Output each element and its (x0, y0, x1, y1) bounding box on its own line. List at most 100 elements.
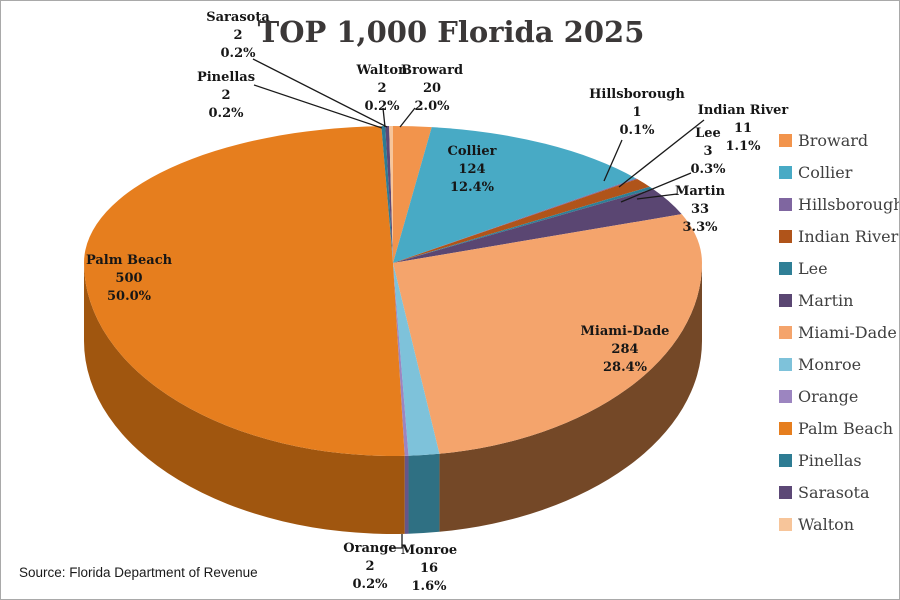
legend-label: Pinellas (798, 451, 862, 470)
leader-line-lee (620, 172, 692, 203)
label-name: Monroe (400, 543, 458, 558)
legend-label: Orange (798, 387, 859, 406)
legend-item-pinellas: Pinellas (779, 451, 899, 470)
legend-item-indian-river: Indian River (779, 227, 899, 246)
leader-line-hillsborough (603, 139, 623, 182)
leader-line-broward (399, 107, 416, 128)
pie-slice-monroe (393, 263, 440, 456)
pie-slice-lee (393, 186, 653, 263)
legend-label: Palm Beach (798, 419, 893, 438)
label-value: 11 (733, 121, 753, 136)
chart-title: TOP 1,000 Florida 2025 (257, 15, 645, 49)
slice-label-sarasota: Sarasota 2 0.2% (206, 9, 270, 63)
label-pct: 0.2% (352, 577, 388, 592)
pie-slice-side-orange (404, 455, 409, 534)
legend-item-miami-dade: Miami-Dade (779, 323, 899, 342)
pie-slice-indian-river (393, 179, 650, 263)
pie-slice-palm-beach (84, 126, 405, 456)
legend-item-orange: Orange (779, 387, 899, 406)
slice-label-monroe: Monroe 16 1.6% (401, 542, 457, 596)
label-name: Miami-Dade (580, 324, 670, 339)
label-name: Walton (356, 63, 408, 78)
legend-item-lee: Lee (779, 259, 899, 278)
leader-line-indian-river (618, 119, 705, 188)
slice-label-indian-river: Indian River 11 1.1% (698, 102, 788, 156)
label-name: Indian River (697, 103, 789, 118)
legend-label: Sarasota (798, 483, 870, 502)
legend-swatch (779, 486, 792, 499)
legend-item-broward: Broward (779, 131, 899, 150)
leader-line-walton (382, 107, 386, 128)
leader-line-martin (636, 193, 678, 200)
legend-swatch (779, 294, 792, 307)
label-value: 2 (221, 88, 231, 103)
legend-swatch (779, 166, 792, 179)
slice-label-miami-dade: Miami-Dade 284 28.4% (581, 323, 670, 377)
source-note: Source: Florida Department of Revenue (19, 565, 258, 580)
label-pct: 0.2% (220, 46, 256, 61)
label-value: 500 (115, 271, 143, 286)
legend-item-walton: Walton (779, 515, 899, 534)
legend-swatch (779, 358, 792, 371)
legend-swatch (779, 134, 792, 147)
legend-label: Indian River (798, 227, 899, 246)
slice-label-orange: Orange 2 0.2% (343, 540, 396, 594)
pie-slice-broward (393, 126, 432, 263)
slice-label-walton: Walton 2 0.2% (357, 62, 408, 116)
pie-slice-martin (393, 188, 682, 263)
legend-label: Walton (798, 515, 855, 534)
label-value: 284 (611, 342, 639, 357)
legend-item-hillsborough: Hillsborough (779, 195, 900, 214)
label-pct: 1.6% (411, 579, 447, 594)
pie-slice-side-miami-dade (439, 263, 702, 532)
legend-swatch (779, 422, 792, 435)
leader-line-pinellas (253, 84, 383, 129)
legend-swatch (779, 390, 792, 403)
label-value: 124 (458, 162, 486, 177)
pie-slice-hillsborough (393, 178, 638, 263)
label-value: 3 (703, 144, 713, 159)
legend-label: Broward (798, 131, 869, 150)
legend-label: Hillsborough (798, 195, 900, 214)
pie-slice-orange (393, 263, 409, 456)
label-value: 16 (419, 561, 439, 576)
pie-slice-side-monroe (408, 453, 440, 534)
legend-label: Lee (798, 259, 828, 278)
legend-label: Miami-Dade (798, 323, 897, 342)
legend-swatch (779, 230, 792, 243)
label-pct: 12.4% (449, 180, 495, 195)
pie-slice-sarasota (385, 126, 393, 263)
label-name: Pinellas (196, 70, 256, 85)
label-value: 2 (233, 28, 243, 43)
pie-slice-walton (389, 126, 393, 263)
legend-label: Monroe (798, 355, 862, 374)
legend-item-sarasota: Sarasota (779, 483, 899, 502)
label-value: 33 (690, 202, 710, 217)
legend-swatch (779, 518, 792, 531)
legend-swatch (779, 262, 792, 275)
label-name: Lee (695, 126, 721, 141)
label-pct: 3.3% (682, 220, 718, 235)
legend-item-palm-beach: Palm Beach (779, 419, 899, 438)
leader-line-orange (389, 534, 403, 549)
label-name: Martin (674, 184, 726, 199)
legend: Broward Collier Hillsborough Indian River Le… (779, 131, 900, 534)
pie-slice-side-palm-beach (84, 263, 405, 534)
label-pct: 28.4% (602, 360, 647, 375)
label-pct: 0.3% (690, 162, 726, 177)
label-name: Sarasota (206, 10, 270, 25)
label-value: 2 (365, 559, 375, 574)
label-pct: 2.0% (414, 99, 450, 114)
label-pct: 0.2% (208, 106, 244, 121)
slice-label-martin: Martin 33 3.3% (675, 183, 725, 237)
label-value: 20 (422, 81, 442, 96)
label-pct: 0.2% (364, 99, 400, 114)
label-value: 2 (377, 81, 387, 96)
label-name: Collier (447, 144, 497, 159)
label-name: Broward (400, 63, 464, 78)
legend-swatch (779, 198, 792, 211)
pie-slice-miami-dade (393, 214, 702, 454)
leader-line-sarasota (252, 58, 388, 128)
